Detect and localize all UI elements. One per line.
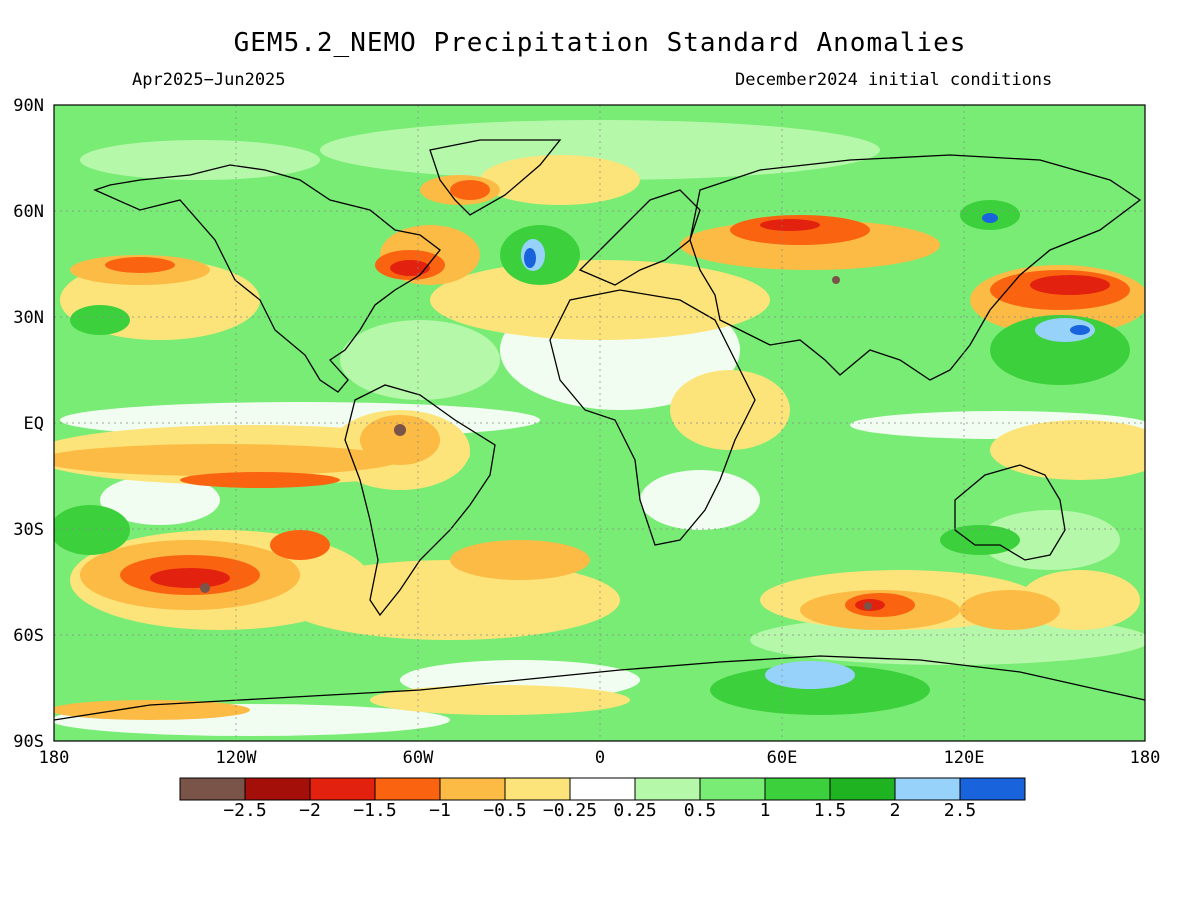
lat-label-30s: 30S: [13, 520, 44, 540]
coast-north-america: [93, 164, 441, 393]
map-title: GEM5.2_NEMO Precipitation Standard Anoma…: [233, 28, 967, 58]
colorbar-swatch: [569, 777, 636, 801]
colorbar-label: 0.25: [613, 800, 657, 821]
colorbar-swatch: [634, 777, 701, 801]
initial-conditions: December2024 initial conditions: [735, 70, 1053, 90]
colorbar-swatch: [894, 777, 961, 801]
colorbar-label: −1.5: [353, 800, 397, 821]
lat-label-60n: 60N: [13, 202, 44, 222]
colorbar-label: −0.25: [542, 800, 598, 821]
lon-label-180w: 180: [38, 748, 70, 768]
colorbar-label: 1: [759, 800, 771, 821]
wet-patches-extreme: [524, 213, 1090, 335]
coast-south-america: [344, 384, 496, 617]
coast-greenland: [429, 139, 562, 216]
coast-europe: [578, 189, 701, 286]
colorbar-label: 2.5: [943, 800, 977, 821]
lat-label-90n: 90N: [13, 96, 44, 116]
colorbar-swatch: [179, 777, 246, 801]
lon-label-60w: 60W: [402, 748, 434, 768]
lat-label-eq: EQ: [23, 414, 44, 434]
colorbar-swatch: [374, 777, 441, 801]
lon-label-120e: 120E: [943, 748, 985, 768]
colorbar-swatch: [829, 777, 896, 801]
grid-lines: [54, 105, 1145, 741]
colorbar-label: −1: [429, 800, 451, 821]
colorbar-label: −2.5: [223, 800, 267, 821]
coast-antarctica: [54, 655, 1145, 721]
colorbar-swatch: [439, 777, 506, 801]
coast-australia: [954, 464, 1066, 561]
colorbar-swatch: [244, 777, 311, 801]
lat-label-90s: 90S: [13, 732, 44, 752]
coastlines: [54, 139, 1145, 721]
colorbar-label: −2: [299, 800, 321, 821]
lon-label-60e: 60E: [766, 748, 798, 768]
colorbar-label: −0.5: [483, 800, 527, 821]
lon-label-120w: 120W: [215, 748, 257, 768]
map-frame: [53, 104, 1146, 742]
colorbar-swatch: [959, 777, 1026, 801]
colorbar-label: 1.5: [813, 800, 847, 821]
wet-patches-strong: [521, 239, 1095, 689]
lat-label-60s: 60S: [13, 626, 44, 646]
lat-label-30n: 30N: [13, 308, 44, 328]
dry-patches-severe: [150, 219, 1110, 611]
lon-label-0: 0: [594, 748, 606, 768]
lon-label-180e: 180: [1129, 748, 1161, 768]
coast-asia: [689, 154, 1142, 381]
colorbar-label: 2: [889, 800, 901, 821]
colorbar-swatch: [504, 777, 571, 801]
coast-africa: [549, 289, 756, 546]
colorbar-swatch: [309, 777, 376, 801]
dry-patches-extreme: [200, 276, 872, 610]
colorbar-swatch: [764, 777, 831, 801]
colorbar-swatch: [699, 777, 766, 801]
forecast-period: Apr2025−Jun2025: [132, 70, 286, 90]
colorbar: [179, 777, 1026, 801]
colorbar-label: 0.5: [683, 800, 717, 821]
